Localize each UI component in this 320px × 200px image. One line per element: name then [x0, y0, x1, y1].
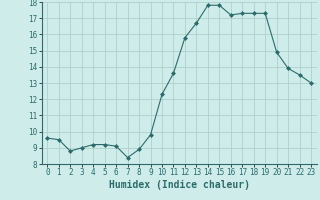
X-axis label: Humidex (Indice chaleur): Humidex (Indice chaleur) — [109, 180, 250, 190]
